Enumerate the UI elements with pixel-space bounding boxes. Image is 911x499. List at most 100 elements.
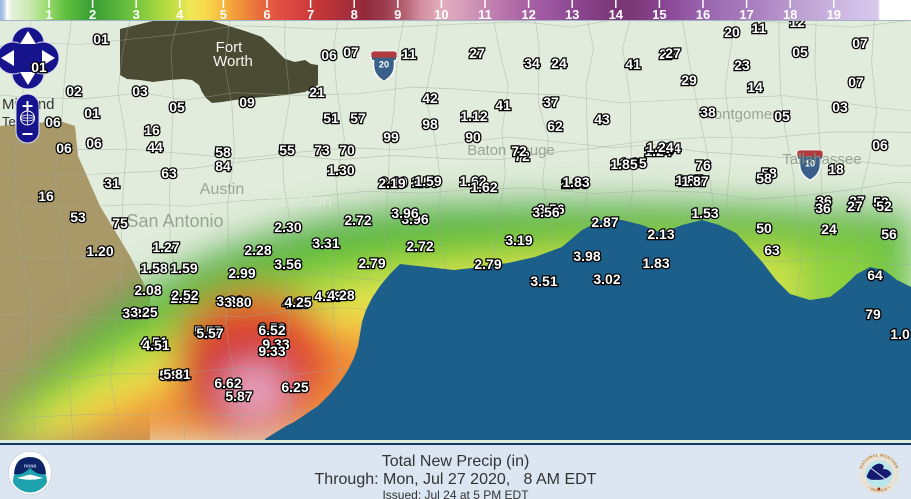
svg-text:42: 42: [422, 90, 438, 106]
svg-text:1.62: 1.62: [470, 179, 497, 195]
svg-text:2.30: 2.30: [274, 219, 301, 235]
svg-text:29: 29: [681, 72, 697, 88]
svg-text:06: 06: [45, 114, 61, 130]
svg-text:2: 2: [89, 7, 96, 21]
svg-text:5: 5: [220, 7, 227, 21]
svg-text:2.99: 2.99: [228, 265, 255, 281]
svg-text:3: 3: [133, 7, 140, 21]
svg-text:98: 98: [422, 116, 438, 132]
svg-text:41: 41: [625, 56, 641, 72]
svg-text:2.72: 2.72: [344, 212, 371, 228]
svg-text:3.98: 3.98: [573, 248, 600, 264]
svg-text:3.80: 3.80: [224, 294, 251, 310]
svg-text:1.53: 1.53: [691, 205, 718, 221]
svg-text:20: 20: [379, 59, 389, 69]
svg-text:07: 07: [343, 44, 359, 60]
svg-text:13: 13: [565, 7, 579, 21]
svg-text:noaa: noaa: [24, 464, 37, 470]
svg-text:84: 84: [215, 158, 231, 174]
svg-text:73: 73: [314, 142, 330, 158]
svg-text:1.0: 1.0: [890, 326, 910, 342]
svg-text:12: 12: [789, 21, 805, 30]
svg-text:38: 38: [700, 104, 716, 120]
svg-text:3.96: 3.96: [391, 205, 418, 221]
svg-text:17: 17: [739, 7, 753, 21]
svg-text:19: 19: [827, 7, 841, 21]
svg-text:16: 16: [38, 188, 54, 204]
svg-text:64: 64: [867, 267, 883, 283]
svg-text:27: 27: [469, 45, 485, 61]
svg-text:1.12: 1.12: [460, 108, 487, 124]
svg-text:41: 41: [495, 97, 511, 113]
svg-text:3.56: 3.56: [274, 256, 301, 272]
svg-text:52: 52: [876, 198, 892, 214]
svg-text:1.27: 1.27: [152, 239, 179, 255]
svg-text:6.52: 6.52: [258, 322, 285, 338]
svg-text:76: 76: [695, 157, 711, 173]
svg-text:2.28: 2.28: [244, 242, 271, 258]
svg-text:1.87: 1.87: [681, 173, 708, 189]
svg-text:2.72: 2.72: [406, 238, 433, 254]
svg-text:2.52: 2.52: [171, 287, 198, 303]
svg-text:5.81: 5.81: [163, 366, 190, 382]
svg-text:90: 90: [465, 129, 481, 145]
svg-text:55: 55: [279, 142, 295, 158]
svg-text:53: 53: [70, 209, 86, 225]
svg-text:01: 01: [84, 105, 100, 121]
svg-text:10: 10: [434, 7, 448, 21]
svg-text:15: 15: [652, 7, 666, 21]
svg-text:27: 27: [665, 45, 681, 61]
svg-text:06: 06: [86, 135, 102, 151]
svg-text:8: 8: [351, 7, 358, 21]
svg-text:4.51: 4.51: [142, 337, 169, 353]
svg-text:44: 44: [147, 139, 163, 155]
svg-text:02: 02: [66, 83, 82, 99]
svg-text:27: 27: [847, 198, 863, 214]
svg-text:23: 23: [734, 57, 750, 73]
svg-text:6.25: 6.25: [281, 379, 308, 395]
svg-text:06: 06: [872, 137, 888, 153]
svg-text:1.30: 1.30: [327, 162, 354, 178]
svg-text:San Antonio: San Antonio: [126, 211, 223, 231]
svg-text:09: 09: [239, 94, 255, 110]
svg-text:Houston: Houston: [268, 191, 331, 210]
svg-text:1.83: 1.83: [642, 255, 669, 271]
svg-text:37: 37: [543, 94, 559, 110]
svg-text:18: 18: [783, 7, 797, 21]
svg-text:5.87: 5.87: [225, 388, 252, 404]
svg-text:2.13: 2.13: [647, 226, 674, 242]
svg-text:4.25: 4.25: [284, 294, 311, 310]
svg-text:4: 4: [176, 7, 184, 21]
svg-text:6: 6: [263, 7, 270, 21]
svg-text:06: 06: [56, 140, 72, 156]
svg-text:58: 58: [756, 170, 772, 186]
svg-text:11: 11: [752, 21, 767, 36]
svg-text:05: 05: [774, 108, 790, 124]
svg-text:4.28: 4.28: [327, 287, 354, 303]
svg-text:1.83: 1.83: [562, 174, 589, 190]
svg-text:2.79: 2.79: [358, 255, 385, 271]
svg-text:24: 24: [551, 55, 567, 71]
svg-text:16: 16: [144, 122, 160, 138]
svg-text:3.56: 3.56: [532, 204, 559, 220]
svg-text:31: 31: [104, 175, 120, 191]
svg-text:3.19: 3.19: [505, 232, 532, 248]
svg-text:9.33: 9.33: [258, 343, 285, 359]
svg-text:7: 7: [307, 7, 314, 21]
svg-text:50: 50: [756, 220, 772, 236]
svg-text:03: 03: [832, 99, 848, 115]
svg-text:01: 01: [31, 59, 47, 75]
svg-text:14: 14: [609, 7, 624, 21]
svg-text:18: 18: [828, 161, 844, 177]
svg-text:1.59: 1.59: [170, 260, 197, 276]
svg-text:Worth: Worth: [213, 53, 253, 70]
svg-text:3.31: 3.31: [312, 235, 339, 251]
svg-text:56: 56: [881, 226, 897, 242]
svg-text:11: 11: [402, 46, 417, 62]
svg-text:36: 36: [815, 200, 831, 216]
svg-text:21: 21: [309, 84, 325, 100]
svg-text:3.51: 3.51: [530, 273, 557, 289]
svg-text:3.02: 3.02: [593, 271, 620, 287]
svg-text:01: 01: [93, 31, 109, 47]
svg-text:06: 06: [321, 47, 337, 63]
